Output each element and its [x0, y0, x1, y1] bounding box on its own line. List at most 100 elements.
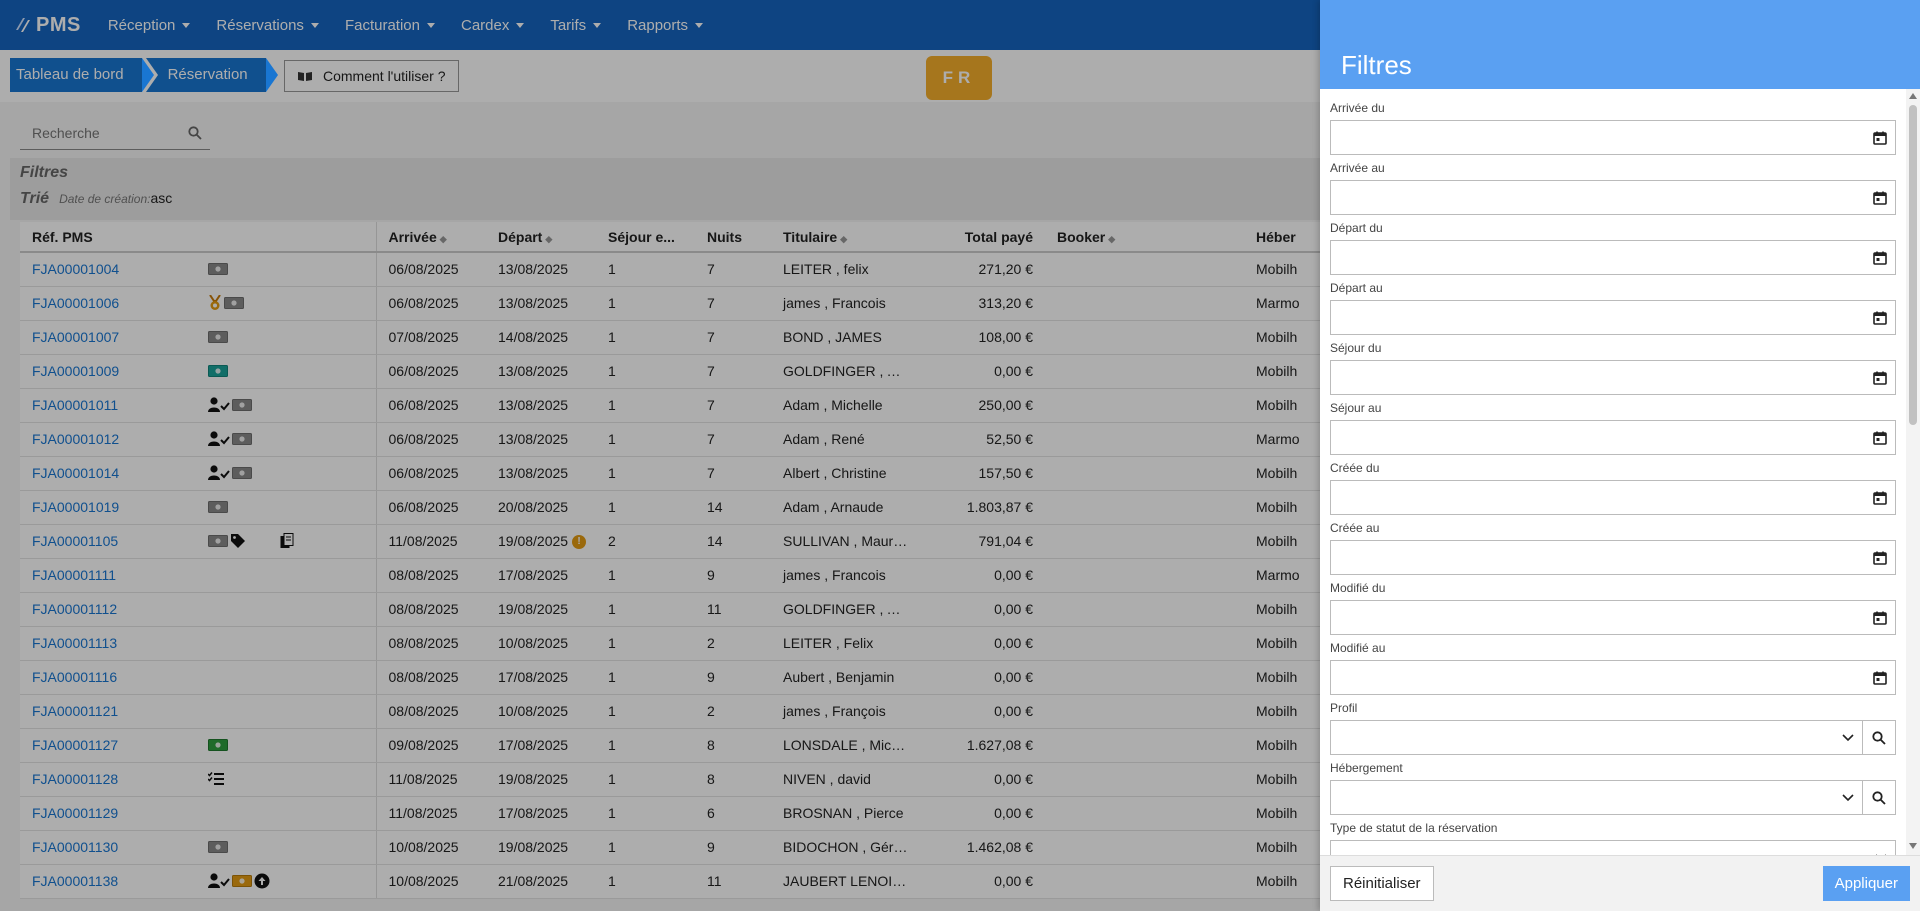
panel-scrollbar[interactable]: [1906, 89, 1920, 855]
ref-cell[interactable]: FJA00001007: [20, 320, 196, 355]
apply-button[interactable]: Appliquer: [1822, 866, 1910, 901]
ref-cell[interactable]: FJA00001111: [20, 558, 196, 593]
total-cell: 1.462,08 €: [921, 830, 1045, 865]
calendar-icon[interactable]: [1873, 131, 1887, 145]
ref-cell[interactable]: FJA00001014: [20, 456, 196, 491]
help-button-label: Comment l'utiliser ?: [323, 68, 446, 84]
calendar-icon[interactable]: [1873, 431, 1887, 445]
status-icons-cell: [196, 286, 377, 321]
ref-cell[interactable]: FJA00001129: [20, 796, 196, 831]
nav-menu-item[interactable]: Tarifs: [537, 0, 614, 50]
header-departure[interactable]: Départ ◆: [486, 222, 596, 253]
nights-cell: 7: [695, 422, 771, 457]
ref-cell[interactable]: FJA00001019: [20, 490, 196, 525]
ref-cell[interactable]: FJA00001121: [20, 694, 196, 729]
nights-cell: 2: [695, 626, 771, 661]
nav-menu-item[interactable]: Cardex: [448, 0, 537, 50]
calendar-icon[interactable]: [1873, 251, 1887, 265]
header-ref[interactable]: Réf. PMS: [20, 222, 196, 253]
upload-icon: [254, 873, 270, 889]
holder-cell: Albert , Christine: [771, 456, 921, 491]
nights-cell: 9: [695, 558, 771, 593]
search-icon[interactable]: [1862, 721, 1895, 754]
header-holder[interactable]: Titulaire ◆: [771, 222, 921, 253]
search-icon[interactable]: [188, 125, 202, 140]
header-nights[interactable]: Nuits: [695, 222, 771, 253]
total-cell: 271,20 €: [921, 252, 1045, 287]
date-input-depart-au[interactable]: [1330, 300, 1896, 335]
copy-icon: [248, 533, 294, 549]
ref-cell[interactable]: FJA00001112: [20, 592, 196, 627]
caret-down-icon: [695, 22, 704, 28]
ref-cell[interactable]: FJA00001011: [20, 388, 196, 423]
ref-cell[interactable]: FJA00001006: [20, 286, 196, 321]
filter-label: Départ du: [1330, 221, 1383, 235]
ref-cell[interactable]: FJA00001105: [20, 524, 196, 559]
ref-cell[interactable]: FJA00001116: [20, 660, 196, 695]
date-input-depart-du[interactable]: [1330, 240, 1896, 275]
reset-button[interactable]: Réinitialiser: [1330, 866, 1434, 901]
calendar-icon[interactable]: [1873, 671, 1887, 685]
app-logo[interactable]: PMS: [14, 14, 81, 37]
header-stay[interactable]: Séjour e...: [596, 222, 695, 253]
select-profil[interactable]: [1330, 720, 1896, 755]
date-input-modifie-du[interactable]: [1330, 600, 1896, 635]
ref-cell[interactable]: FJA00001009: [20, 354, 196, 389]
departure-value: 10/08/2025: [498, 635, 569, 651]
status-icons-cell: [196, 762, 377, 797]
date-input-creee-au[interactable]: [1330, 540, 1896, 575]
scroll-down-arrow[interactable]: [1909, 843, 1917, 849]
date-input-sejour-du[interactable]: [1330, 360, 1896, 395]
header-booker[interactable]: Booker ◆: [1045, 222, 1244, 253]
sort-direction[interactable]: asc: [150, 190, 173, 206]
scroll-thumb[interactable]: [1909, 105, 1917, 425]
date-input-sejour-au[interactable]: [1330, 420, 1896, 455]
cash-teal-icon: [208, 365, 228, 377]
departure-value: 17/08/2025: [498, 567, 569, 583]
breadcrumb-dashboard[interactable]: Tableau de bord: [10, 58, 154, 92]
search-input[interactable]: [32, 124, 172, 141]
chevron-down-icon[interactable]: [1842, 733, 1854, 742]
date-input-modifie-au[interactable]: [1330, 660, 1896, 695]
chevron-down-icon[interactable]: [1842, 793, 1854, 802]
date-input-arrivee-du[interactable]: [1330, 120, 1896, 155]
date-input-arrivee-au[interactable]: [1330, 180, 1896, 215]
ref-cell[interactable]: FJA00001130: [20, 830, 196, 865]
date-input-creee-du[interactable]: [1330, 480, 1896, 515]
ref-cell[interactable]: FJA00001138: [20, 864, 196, 899]
cash-icon: [208, 331, 228, 343]
nav-menu-item[interactable]: Rapports: [614, 0, 716, 50]
departure-value: 13/08/2025: [498, 295, 569, 311]
stay-cell: 1: [596, 456, 695, 491]
status-icons-cell: [196, 320, 377, 355]
help-button[interactable]: Comment l'utiliser ?: [284, 60, 459, 92]
header-total[interactable]: Total payé: [921, 222, 1045, 253]
arrival-cell: 11/08/2025: [376, 796, 486, 831]
header-arrival[interactable]: Arrivée ◆: [376, 222, 486, 253]
calendar-icon[interactable]: [1873, 611, 1887, 625]
caret-down-icon: [516, 22, 525, 28]
search-box: [20, 116, 210, 150]
calendar-icon[interactable]: [1873, 371, 1887, 385]
status-icons-cell: [196, 456, 377, 491]
cash-green-icon: [208, 739, 228, 751]
calendar-icon[interactable]: [1873, 191, 1887, 205]
calendar-icon[interactable]: [1873, 551, 1887, 565]
ref-cell[interactable]: FJA00001128: [20, 762, 196, 797]
nav-menu-item[interactable]: Facturation: [332, 0, 448, 50]
modal-backdrop[interactable]: [0, 0, 1320, 911]
total-cell: 0,00 €: [921, 694, 1045, 729]
calendar-icon[interactable]: [1873, 311, 1887, 325]
select-hebergement[interactable]: [1330, 780, 1896, 815]
calendar-icon[interactable]: [1873, 491, 1887, 505]
select-type-de-statut-de-la-reservation[interactable]: [1330, 840, 1896, 855]
ref-cell[interactable]: FJA00001004: [20, 252, 196, 287]
scroll-up-arrow[interactable]: [1909, 93, 1917, 99]
language-badge[interactable]: FR: [926, 56, 992, 100]
ref-cell[interactable]: FJA00001127: [20, 728, 196, 763]
ref-cell[interactable]: FJA00001113: [20, 626, 196, 661]
nav-menu-item[interactable]: Réservations: [203, 0, 332, 50]
search-icon[interactable]: [1862, 781, 1895, 814]
nav-menu-item[interactable]: Réception: [95, 0, 204, 50]
ref-cell[interactable]: FJA00001012: [20, 422, 196, 457]
